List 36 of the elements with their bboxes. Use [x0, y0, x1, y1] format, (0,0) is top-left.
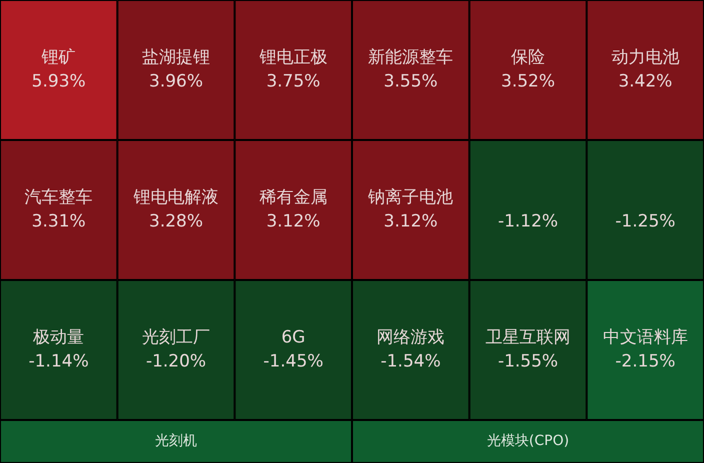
category-label: 钠离子电池: [367, 187, 454, 208]
data-label: -1.20%: [146, 351, 206, 372]
data-label: -1.54%: [380, 351, 441, 372]
category-label: 极动量: [32, 327, 84, 348]
category-label: 新能源整车: [368, 47, 454, 68]
data-label: -1.14%: [28, 351, 89, 372]
category-label: 光刻工厂: [142, 327, 210, 348]
data-label: 3.55%: [384, 71, 438, 92]
data-label: 3.96%: [148, 71, 204, 92]
data-label: 3.52%: [500, 71, 556, 92]
data-label: -1.12%: [498, 211, 558, 232]
category-label: 动力电池: [611, 47, 680, 68]
data-label: -2.15%: [615, 351, 676, 372]
data-label: -1.55%: [498, 351, 558, 372]
data-label: 3.12%: [384, 211, 438, 232]
category-label: 汽车整车: [24, 187, 93, 208]
category-label: 中文语料库: [602, 327, 688, 348]
data-label: 3.75%: [266, 71, 320, 92]
data-label: 3.31%: [32, 211, 86, 232]
data-label: 3.42%: [618, 71, 672, 92]
category-label: 光刻机: [155, 433, 197, 450]
category-label: 卫星互联网: [486, 327, 570, 348]
data-label: 3.12%: [266, 211, 320, 232]
category-label: 保险: [511, 47, 545, 68]
category-label: 网络游戏: [376, 327, 445, 348]
category-label: 盐湖提锂: [142, 47, 210, 68]
category-label: 锂矿: [40, 47, 76, 68]
category-label: 6G: [281, 327, 306, 348]
category-label: 锂电电解液: [132, 187, 218, 208]
data-label: 5.93%: [32, 71, 86, 92]
category-label: 锂电正极: [258, 47, 328, 68]
category-label: 光模块(CPO): [486, 433, 570, 450]
category-label: 稀有金属: [259, 187, 328, 208]
data-label: -1.45%: [263, 351, 324, 372]
data-label: 3.28%: [148, 211, 204, 232]
data-label: -1.25%: [615, 211, 676, 232]
